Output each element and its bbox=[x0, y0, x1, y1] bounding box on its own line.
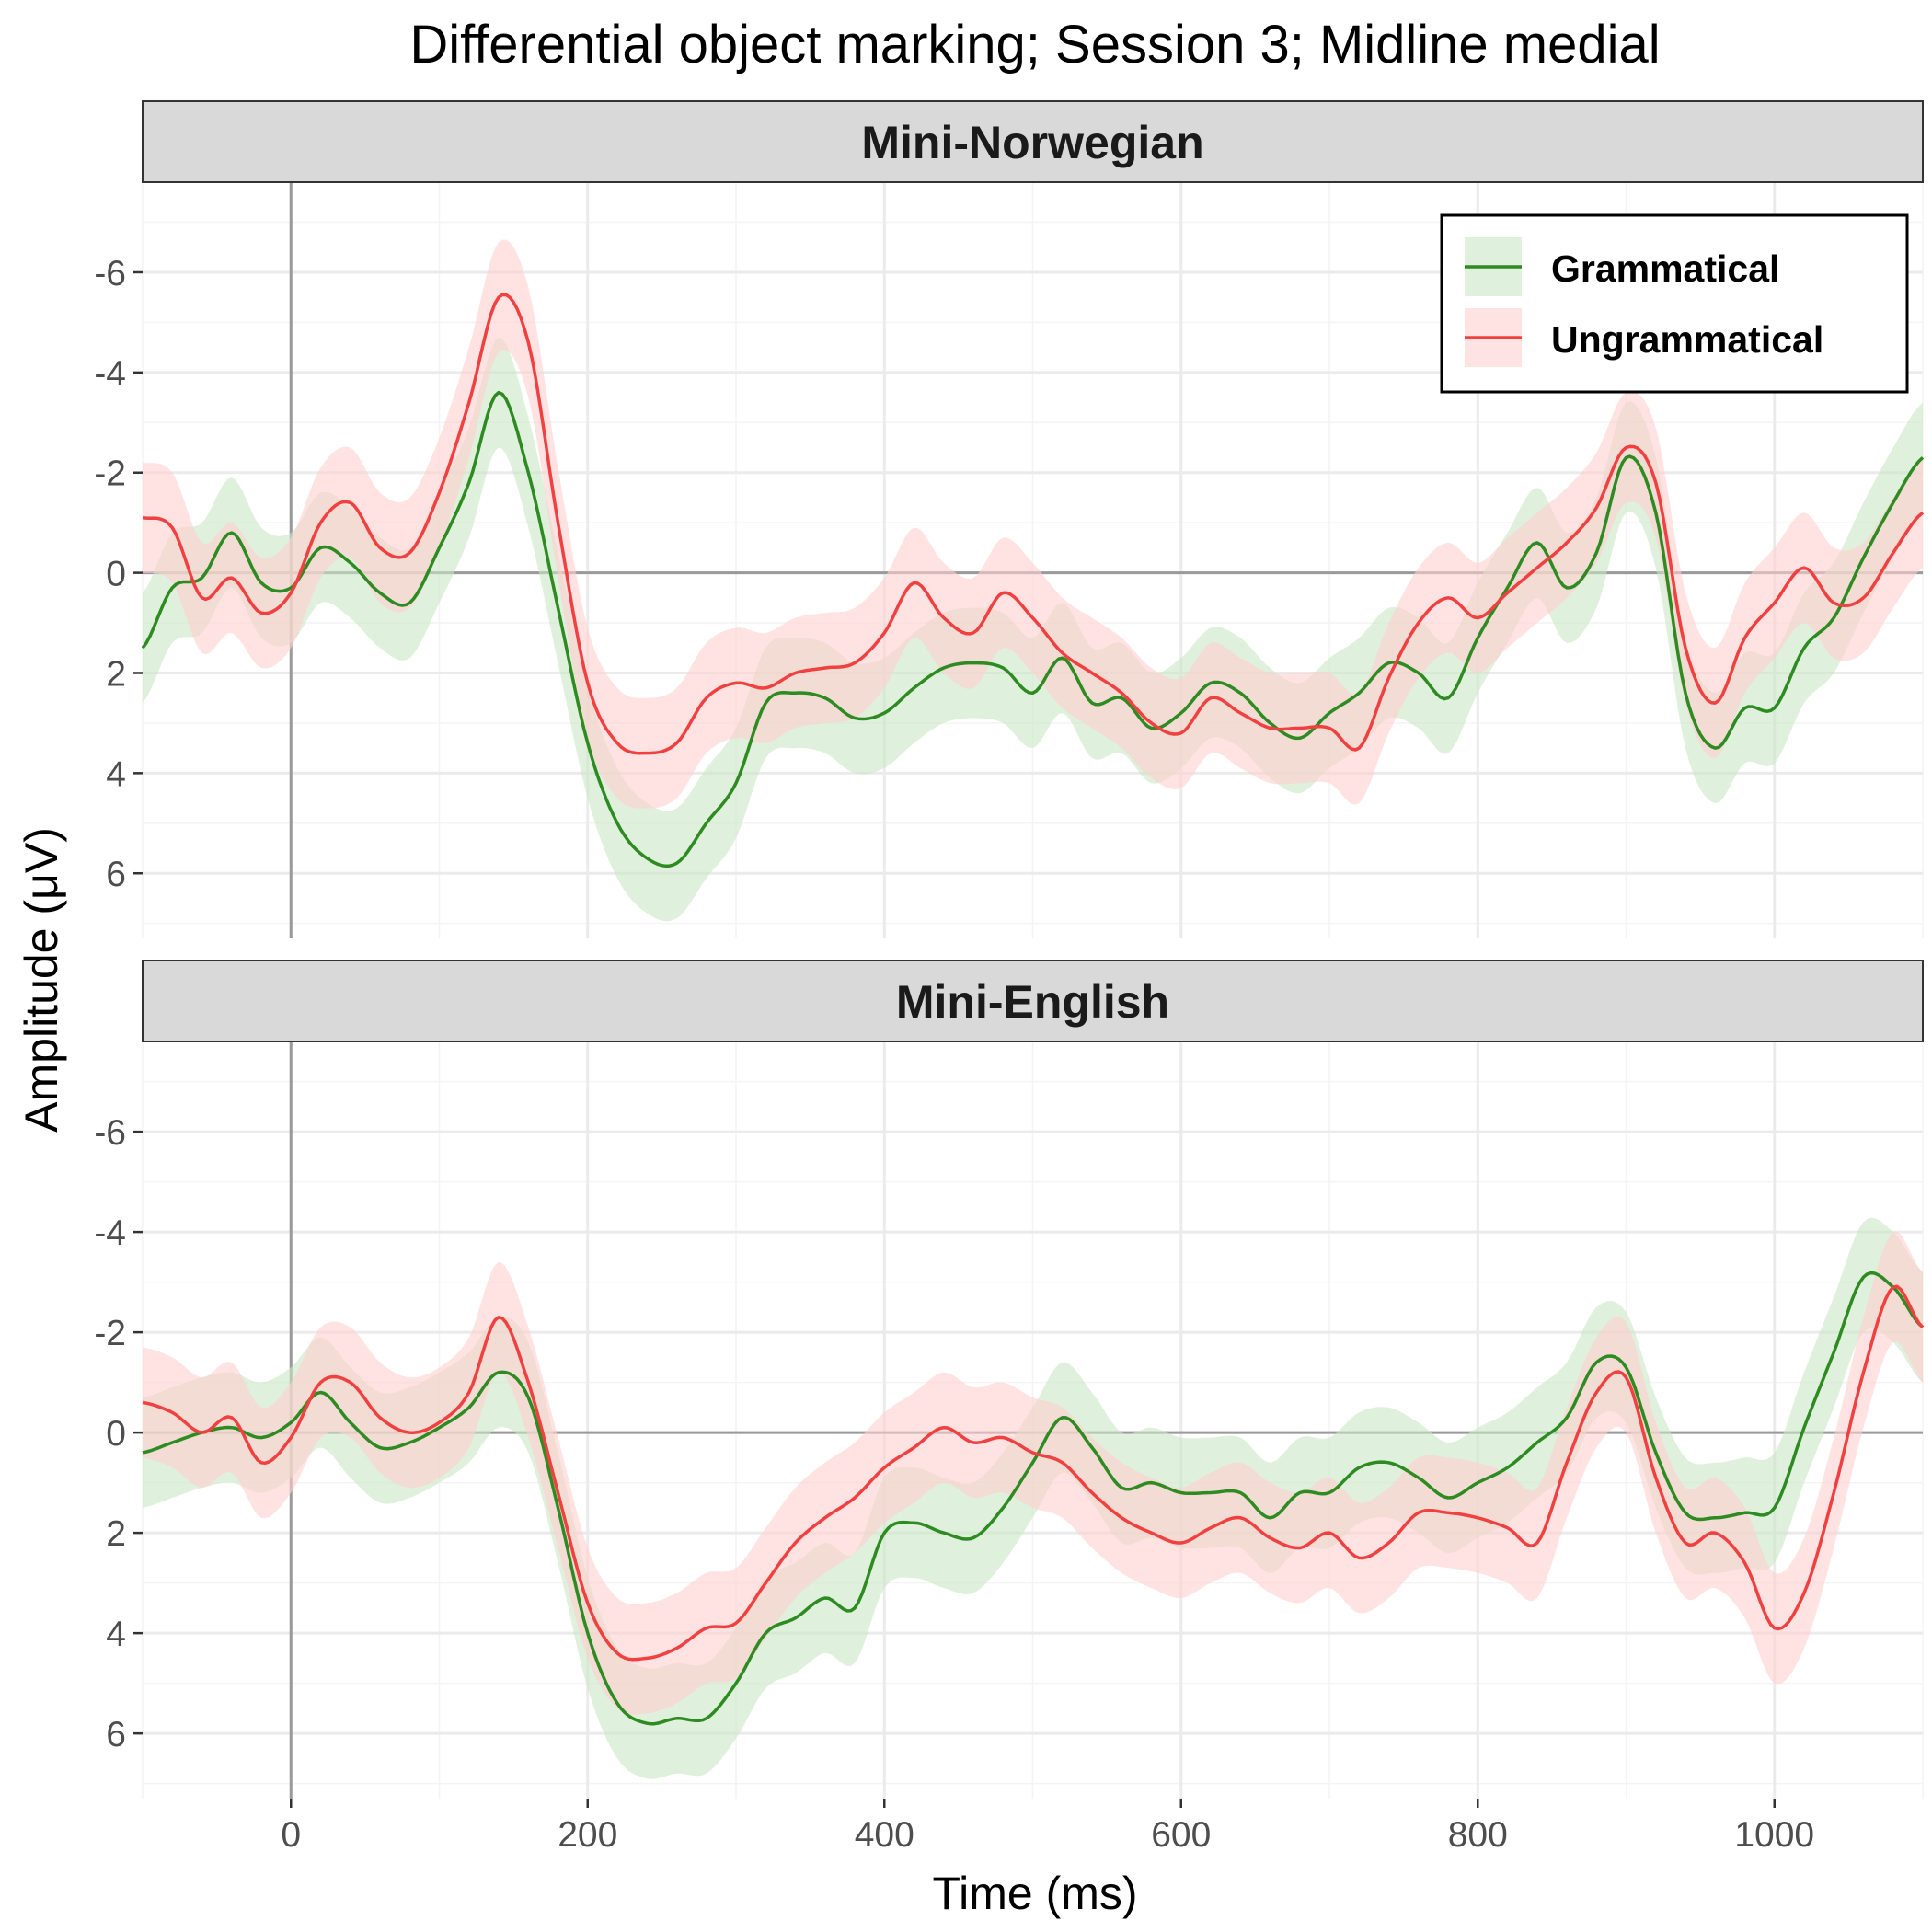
x-tick-label: 800 bbox=[1448, 1815, 1508, 1855]
y-tick-label: 2 bbox=[106, 1514, 126, 1554]
y-tick-label: 4 bbox=[106, 754, 126, 794]
facet-strip-label: Mini-English bbox=[896, 976, 1169, 1028]
facet-strip bbox=[142, 100, 1924, 183]
y-tick-label: 6 bbox=[106, 1715, 126, 1754]
y-axis-title: Amplitude (μV) bbox=[16, 827, 67, 1133]
y-tick-label: 4 bbox=[106, 1615, 126, 1654]
legend-item-grammatical: Grammatical bbox=[1465, 237, 1779, 296]
band-ungrammatical bbox=[143, 1231, 1923, 1715]
y-tick-label: -6 bbox=[94, 1113, 126, 1153]
y-tick-label: 6 bbox=[106, 855, 126, 894]
panel-mini-english: -6 -4 -2 0 2 4 6 Mini-English bbox=[94, 960, 1925, 1799]
x-axis: 0 200 400 600 800 1000 bbox=[281, 1799, 1814, 1855]
legend-item-ungrammatical: Ungrammatical bbox=[1465, 308, 1823, 367]
line-ungrammatical bbox=[142, 293, 1925, 755]
line-ungrammatical bbox=[142, 1284, 1925, 1662]
x-tick-label: 200 bbox=[558, 1815, 617, 1855]
y-tick-label: -4 bbox=[94, 1213, 126, 1253]
panel-y-ticks: -6 -4 -2 0 2 4 6 bbox=[94, 1113, 143, 1754]
x-tick-label: 600 bbox=[1151, 1815, 1211, 1855]
panel-lines bbox=[142, 1271, 1925, 1726]
band-ungrammatical bbox=[143, 239, 1923, 809]
y-tick-label: 2 bbox=[106, 654, 126, 694]
legend-label: Grammatical bbox=[1551, 247, 1779, 290]
x-axis-title: Time (ms) bbox=[932, 1868, 1137, 1919]
y-tick-label: -4 bbox=[94, 354, 126, 394]
panel-y-ticks: -6 -4 -2 0 2 4 6 bbox=[94, 254, 143, 894]
x-tick-label: 1000 bbox=[1734, 1815, 1814, 1855]
legend: Grammatical Ungrammatical bbox=[1440, 213, 1909, 394]
y-tick-label: -2 bbox=[94, 1314, 126, 1353]
line-grammatical bbox=[141, 390, 1925, 868]
panel-bands bbox=[143, 1217, 1923, 1779]
facet-strip-label: Mini-Norwegian bbox=[861, 117, 1203, 168]
y-tick-label: -6 bbox=[94, 254, 126, 293]
band-grammatical bbox=[143, 337, 1923, 922]
y-tick-label: 0 bbox=[106, 1414, 126, 1454]
y-tick-label: 0 bbox=[106, 555, 126, 594]
panel-lines bbox=[141, 293, 1925, 868]
line-grammatical bbox=[142, 1271, 1925, 1726]
x-tick-label: 400 bbox=[855, 1815, 914, 1855]
panel-bands bbox=[143, 239, 1923, 922]
legend-label: Ungrammatical bbox=[1551, 318, 1823, 361]
facet-strip bbox=[142, 960, 1924, 1042]
x-tick-label: 0 bbox=[281, 1815, 301, 1855]
y-tick-label: -2 bbox=[94, 454, 126, 494]
chart-title: Differential object marking; Session 3; … bbox=[409, 15, 1660, 75]
